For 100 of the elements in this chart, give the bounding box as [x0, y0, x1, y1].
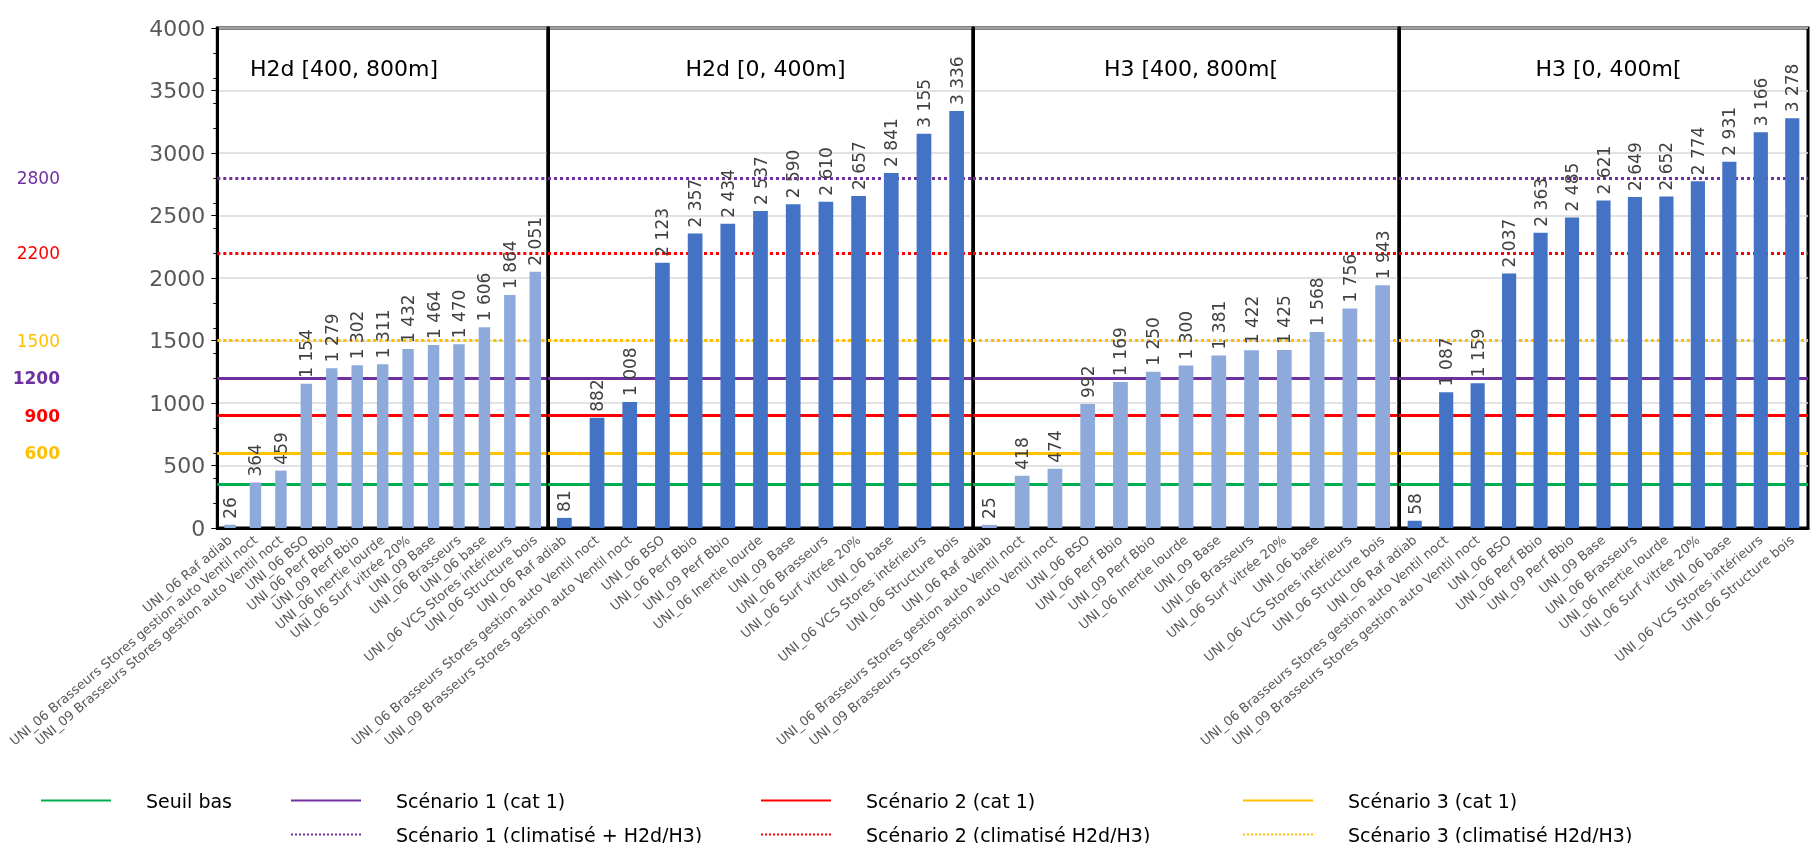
data-label: 1 087 [1436, 337, 1457, 387]
bar [1113, 381, 1128, 528]
data-label: 3 278 [1782, 63, 1803, 113]
data-label: 3 336 [946, 56, 967, 105]
bar [1659, 196, 1674, 528]
data-label: 1 302 [347, 310, 368, 360]
bar [453, 344, 465, 528]
bar [1753, 132, 1768, 528]
text: 900 [24, 405, 61, 426]
bar [916, 133, 932, 528]
data-label: 418 [1012, 437, 1033, 470]
data-label: 1 381 [1208, 300, 1229, 350]
text: 1200 [12, 368, 61, 388]
data-label: 2 051 [525, 216, 546, 266]
y-tick-label: 0 [191, 515, 206, 541]
y-tick-label: 1500 [149, 328, 206, 353]
text: H2d [0, 400m] [685, 55, 846, 81]
data-label: 1 432 [398, 294, 419, 343]
data-label: 2 931 [1719, 106, 1740, 156]
bar [589, 417, 605, 528]
data-label: 3 155 [913, 78, 934, 128]
bar [1470, 383, 1485, 528]
data-label: 58 [1404, 493, 1425, 515]
data-label: 2 123 [652, 207, 673, 257]
bar [1722, 161, 1737, 528]
data-label: 2 434 [717, 169, 738, 218]
data-label: 2 657 [848, 141, 869, 190]
data-label: 2 590 [783, 149, 804, 199]
data-label: 474 [1044, 430, 1065, 463]
bar [785, 204, 801, 528]
data-label: 1 159 [1467, 328, 1488, 378]
data-label: 2 774 [1687, 126, 1708, 176]
y-tick-label: 2000 [149, 265, 206, 291]
data-label: 1 279 [321, 313, 342, 363]
bar [1014, 475, 1030, 528]
bar [1533, 232, 1548, 528]
y-tick-label: 1000 [149, 390, 206, 416]
bar [402, 349, 414, 528]
bar [883, 172, 899, 528]
bar [1145, 371, 1161, 528]
bar [1178, 365, 1194, 528]
bar [1342, 308, 1358, 528]
data-label: 1 169 [1110, 327, 1131, 376]
data-label: 1 756 [1339, 253, 1360, 303]
bar [949, 111, 965, 528]
data-label: 1 300 [1176, 310, 1196, 360]
bar [1276, 349, 1292, 528]
bar [224, 524, 236, 528]
data-label: 3 166 [1750, 77, 1771, 127]
y-tick-label: 3500 [149, 78, 206, 103]
data-label: 1 943 [1372, 230, 1393, 280]
data-label: 2 649 [1624, 142, 1645, 191]
text: H3 [400, 800m[ [1103, 55, 1279, 81]
bar [275, 470, 287, 528]
text: H3 [0, 400m[ [1535, 55, 1682, 81]
data-label: 2 485 [1562, 162, 1583, 212]
bar [478, 327, 491, 528]
bar [300, 383, 313, 528]
data-label: 992 [1077, 365, 1098, 398]
data-label: 2 652 [1656, 141, 1677, 191]
bar [1244, 350, 1259, 528]
data-label: 25 [979, 497, 1000, 519]
bar [720, 223, 736, 528]
y-tick-label: 3000 [149, 140, 206, 166]
bar [687, 233, 703, 528]
text: H2d [400, 800m] [249, 55, 439, 81]
data-label: 1 311 [372, 309, 393, 359]
bar [351, 365, 363, 528]
data-label: 1 864 [499, 240, 520, 289]
text: 2800 [16, 168, 60, 188]
legend-label: Seuil bas [146, 789, 232, 812]
data-label: 882 [587, 379, 608, 412]
data-label: 2 037 [1499, 218, 1520, 268]
bar [1690, 181, 1705, 528]
bar [1309, 332, 1325, 528]
bar [1407, 520, 1422, 528]
bar [1627, 196, 1643, 528]
bar [1502, 273, 1517, 528]
y-tick-label: 4000 [149, 15, 206, 41]
data-label: 1 470 [448, 289, 469, 339]
bar [1564, 217, 1580, 528]
bar [622, 402, 638, 528]
text: 1500 [16, 330, 60, 351]
data-label: 1 008 [619, 347, 640, 396]
bar [1785, 118, 1800, 528]
data-label: 2 357 [685, 178, 706, 228]
y-tick-label: 2500 [149, 203, 206, 228]
text: 2200 [16, 243, 60, 263]
data-label: 2 610 [815, 147, 836, 196]
data-label: 2 363 [1530, 177, 1551, 227]
bar [655, 262, 670, 528]
bar [1439, 392, 1454, 528]
data-label: 1 606 [474, 272, 495, 322]
legend-label: Scénario 1 (cat 1) [396, 789, 566, 812]
legend-label: Scénario 2 (cat 1) [866, 789, 1036, 812]
data-label: 2 621 [1593, 145, 1614, 195]
bar [1375, 285, 1390, 528]
data-label: 1 250 [1143, 317, 1164, 366]
bar [427, 345, 440, 528]
data-label: 1 422 [1241, 295, 1262, 345]
